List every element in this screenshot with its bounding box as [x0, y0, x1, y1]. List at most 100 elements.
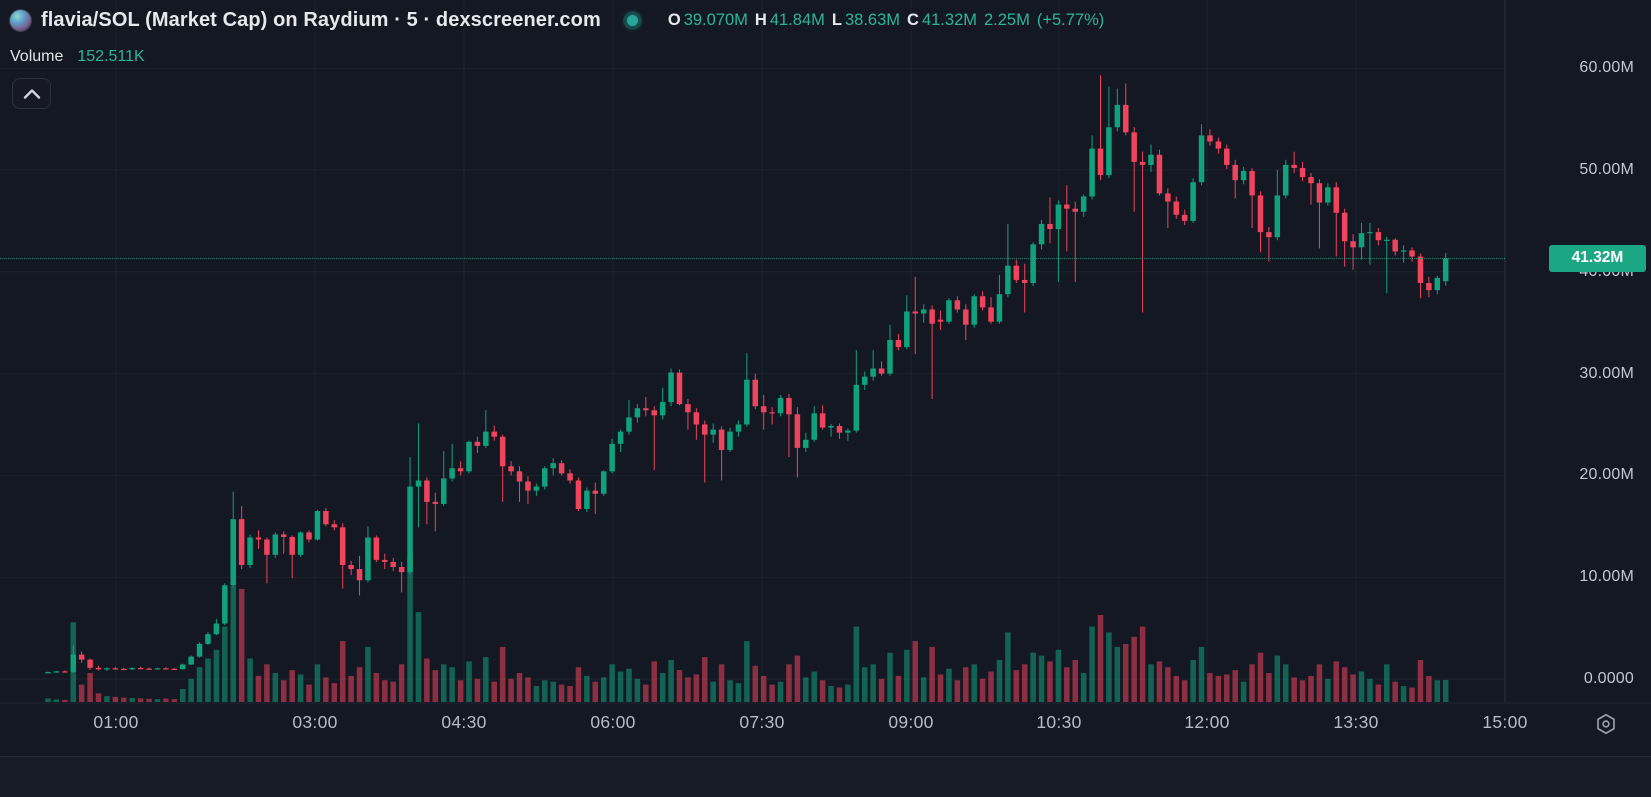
- candle-body: [432, 501, 439, 504]
- candle-body: [238, 519, 245, 565]
- open-label: O: [667, 10, 681, 29]
- candle-body: [895, 340, 902, 348]
- volume-bar: [819, 680, 826, 702]
- volume-label[interactable]: Volume: [10, 48, 64, 65]
- candle-body: [272, 534, 279, 555]
- volume-bar: [466, 661, 472, 702]
- candle-body: [457, 468, 464, 472]
- volume-bar: [1240, 681, 1247, 702]
- widget-bottom-strip: [0, 756, 1651, 797]
- volume-bar: [306, 684, 312, 702]
- candle-body: [912, 311, 919, 314]
- volume-bar: [78, 684, 85, 702]
- collapse-legend-button[interactable]: [12, 78, 51, 109]
- volume-bar: [1409, 687, 1415, 702]
- volume-bar: [567, 686, 573, 702]
- candle-body: [1013, 265, 1020, 280]
- candle-body: [407, 486, 413, 573]
- volume-bar: [845, 684, 851, 702]
- candle-body: [171, 668, 178, 671]
- volume-bar: [744, 641, 750, 702]
- candle-body: [1442, 258, 1449, 282]
- candle-body: [382, 559, 388, 562]
- candle-body: [78, 654, 85, 660]
- candle-body: [1131, 132, 1137, 162]
- candle-body: [1097, 148, 1104, 176]
- candle-body: [1114, 104, 1121, 128]
- candle-body: [1055, 204, 1062, 230]
- volume-bar: [1055, 649, 1062, 702]
- candle-body: [1173, 201, 1180, 215]
- candle-body: [1426, 282, 1432, 291]
- volume-bar: [811, 671, 817, 702]
- volume-bar: [1291, 677, 1297, 702]
- candle-body: [533, 486, 540, 491]
- candle-body: [1392, 239, 1398, 252]
- volume-bar: [163, 698, 169, 702]
- candle-body: [811, 413, 817, 440]
- candle-body: [592, 490, 599, 494]
- candle-body: [744, 379, 750, 425]
- time-axis-label: 01:00: [93, 712, 139, 732]
- time-axis-label: 07:30: [739, 712, 785, 732]
- candle-body: [870, 368, 876, 377]
- volume-bar: [643, 684, 649, 702]
- volume-bar: [154, 699, 161, 702]
- candle-body: [584, 490, 590, 509]
- candle-body: [1047, 223, 1053, 230]
- volume-bar: [390, 681, 396, 702]
- candle-body: [104, 668, 110, 670]
- volume-bar: [794, 655, 801, 702]
- volume-bar: [853, 626, 860, 702]
- candle-body: [87, 659, 93, 668]
- candle-body: [794, 414, 801, 448]
- candle-body: [1005, 265, 1011, 295]
- candle-body: [735, 424, 742, 432]
- volume-bar: [1021, 664, 1028, 702]
- candle-body: [53, 671, 60, 673]
- volume-bar: [1038, 655, 1045, 702]
- volume-bar: [1316, 664, 1323, 702]
- close-value: 41.32M: [921, 10, 977, 29]
- volume-bar: [1173, 675, 1180, 702]
- candle-body: [449, 468, 455, 479]
- open-value: 39.070M: [683, 10, 748, 29]
- volume-bar: [516, 673, 523, 702]
- volume-bar: [1266, 673, 1272, 702]
- volume-bar: [474, 678, 481, 702]
- candle-body: [1038, 223, 1045, 245]
- candle-body: [146, 668, 152, 670]
- volume-bar: [861, 667, 868, 702]
- volume-bar: [289, 670, 295, 702]
- chart-settings-button[interactable]: [1593, 711, 1619, 737]
- volume-bar: [365, 646, 371, 702]
- candle-body: [1232, 164, 1238, 181]
- volume-bar: [584, 675, 590, 702]
- candle-body: [281, 534, 287, 537]
- candle-body: [525, 481, 531, 491]
- candle-body: [213, 623, 220, 635]
- time-axis-label: 15:00: [1482, 712, 1528, 732]
- volume-bar: [1249, 664, 1255, 702]
- ohlc-legend: O 39.070M H 41.84M L 38.63M C 41.32M 2.2…: [668, 11, 1104, 30]
- candle-body: [786, 398, 792, 415]
- candle-body: [668, 372, 674, 403]
- volume-bar: [415, 612, 422, 702]
- candle-body: [937, 319, 944, 322]
- price-axis-label: 20.00M: [1579, 466, 1634, 484]
- volume-bar: [988, 671, 994, 702]
- volume-bar: [651, 661, 657, 702]
- volume-bar: [1392, 681, 1398, 702]
- price-scale[interactable]: 60.00M50.00M40.00M30.00M20.00M10.00M0.00…: [1505, 0, 1651, 702]
- volume-indicator-row: Volume 152.511K: [10, 48, 145, 66]
- time-scale[interactable]: 01:00 03:00 04:30 06:00 07:30 09:00 10:30 12:00…: [0, 703, 1651, 747]
- volume-bar: [592, 681, 599, 702]
- volume-bar: [676, 670, 683, 702]
- volume-bar: [1106, 632, 1112, 702]
- volume-bar: [803, 677, 809, 702]
- pair-title[interactable]: flavia/SOL (Market Cap) on Raydium · 5 ·…: [41, 8, 601, 31]
- volume-bar: [483, 657, 489, 702]
- candle-body: [1282, 164, 1289, 196]
- volume-bar: [550, 681, 556, 702]
